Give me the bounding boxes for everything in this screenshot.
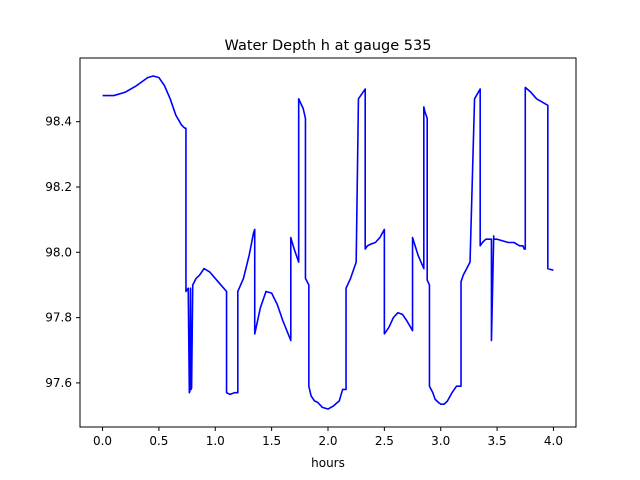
x-tick-label: 1.0 [206, 434, 225, 448]
x-tick-label: 2.0 [318, 434, 337, 448]
y-axis-ticks: 97.6 97.8 98.0 98.2 98.4 [45, 115, 80, 390]
x-axis-ticks: 0.0 0.5 1.0 1.5 2.0 2.5 3.0 3.5 4.0 [93, 427, 563, 448]
y-tick-label: 97.6 [45, 376, 72, 390]
x-tick-label: 0.5 [149, 434, 168, 448]
x-tick-label: 0.0 [93, 434, 112, 448]
x-tick-label: 1.5 [262, 434, 281, 448]
axes-frame [79, 57, 577, 428]
x-tick-label: 2.5 [375, 434, 394, 448]
series-line-water-depth [102, 75, 554, 410]
y-tick-label: 97.8 [45, 311, 72, 325]
x-tick-label: 3.0 [431, 434, 450, 448]
plot-area: 0.0 0.5 1.0 1.5 2.0 2.5 3.0 3.5 4.0 97.6 97.8 98.0… [45, 57, 577, 448]
y-tick-label: 98.2 [45, 180, 72, 194]
x-tick-label: 3.5 [488, 434, 507, 448]
x-axis-label: hours [311, 456, 345, 470]
chart-title: Water Depth h at gauge 535 [225, 38, 432, 54]
y-tick-label: 98.0 [45, 245, 72, 259]
x-tick-label: 4.0 [544, 434, 563, 448]
y-tick-label: 98.4 [45, 115, 72, 129]
